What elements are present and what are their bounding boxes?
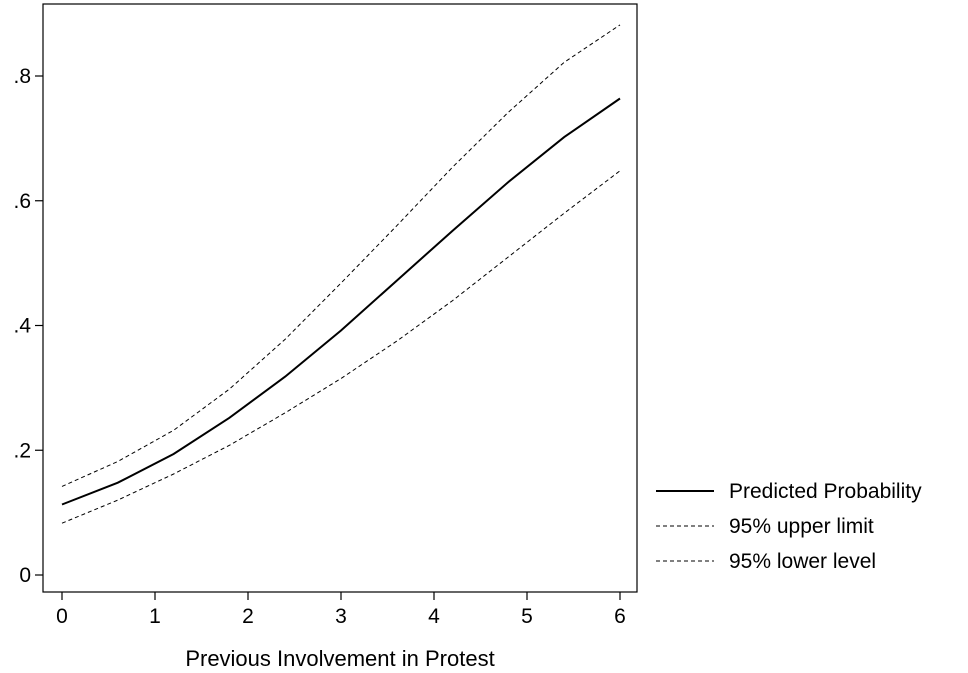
y-tick-label: .6	[13, 190, 31, 213]
series-line-0	[61, 97, 621, 506]
plot-frame	[42, 3, 638, 593]
y-axis: 0 .2 .4 .6 .8	[13, 65, 43, 587]
x-tick-label: 6	[614, 605, 626, 628]
y-tick-label: .4	[13, 315, 31, 338]
series-lines	[61, 24, 621, 524]
x-axis-label: Previous Involvement in Protest	[185, 646, 494, 671]
y-tick-label: 0	[19, 564, 31, 587]
x-axis: 0 1 2 3 4 5 6	[56, 592, 626, 628]
legend-label: 95% upper limit	[729, 515, 874, 538]
x-tick-label: 2	[242, 605, 254, 628]
legend-label: Predicted Probability	[729, 480, 922, 503]
legend: Predicted Probability 95% upper limit 95% …	[656, 480, 922, 573]
x-tick-label: 5	[521, 605, 533, 628]
x-tick-label: 3	[335, 605, 347, 628]
x-tick-label: 1	[149, 605, 161, 628]
y-tick-label: .8	[13, 65, 31, 88]
series-line-1	[61, 24, 621, 487]
x-tick-label: 0	[56, 605, 68, 628]
legend-label: 95% lower level	[729, 550, 876, 573]
x-tick-label: 4	[428, 605, 440, 628]
series-line-2	[61, 170, 621, 524]
y-tick-label: .2	[13, 439, 31, 462]
